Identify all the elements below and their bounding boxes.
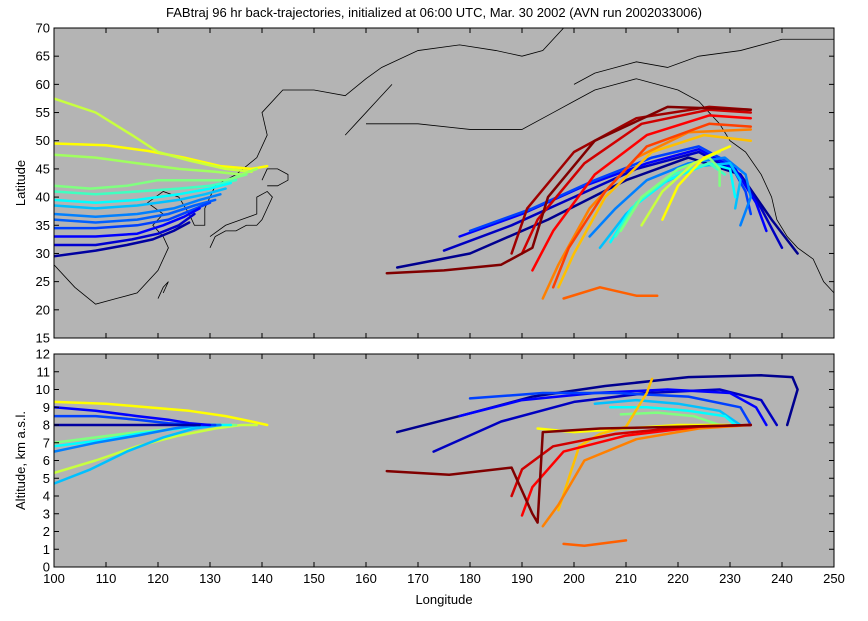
- coastline: [573, 38, 834, 85]
- trajectory-line: [385, 105, 753, 275]
- x-tick-label: 110: [96, 571, 117, 586]
- trajectory-line: [54, 142, 269, 171]
- y-tick-label: 40: [36, 190, 50, 205]
- trajectory-line: [557, 377, 654, 512]
- x-tick-label: 230: [719, 571, 741, 586]
- y-tick-label: 4: [43, 489, 50, 504]
- x-tick-label: 200: [563, 571, 585, 586]
- x-axis-label: Longitude: [415, 592, 472, 607]
- plot-area: [54, 354, 834, 567]
- x-tick-label: 180: [459, 571, 481, 586]
- x-tick-label: 190: [511, 571, 533, 586]
- y-tick-label: 0: [43, 560, 50, 575]
- y-tick-label: 35: [36, 218, 50, 233]
- y-tick-label: 55: [36, 105, 50, 120]
- trajectory-line: [557, 133, 753, 289]
- x-tick-label: 240: [771, 571, 793, 586]
- x-tick-label: 250: [823, 571, 845, 586]
- trajectory-line: [609, 162, 737, 244]
- trajectory-line: [54, 181, 233, 204]
- y-tick-label: 25: [36, 274, 50, 289]
- y-tick-label: 30: [36, 246, 50, 261]
- x-tick-label: 150: [303, 571, 325, 586]
- trajectory-line: [520, 108, 753, 255]
- trajectory-line: [54, 198, 217, 224]
- y-tick-label: 50: [36, 133, 50, 148]
- x-tick-label: 100: [43, 571, 65, 586]
- x-tick-label: 170: [407, 571, 429, 586]
- trajectory-line: [588, 156, 753, 238]
- trajectory-line: [54, 173, 248, 190]
- trajectory-line: [531, 114, 753, 272]
- y-tick-label: 8: [43, 418, 50, 433]
- trajectory-line: [468, 391, 753, 427]
- x-tick-label: 210: [615, 571, 637, 586]
- y-tick-label: 45: [36, 161, 50, 176]
- coastline: [54, 28, 564, 305]
- trajectory-line: [661, 145, 732, 221]
- trajectory-line: [468, 145, 753, 233]
- trajectory-line: [609, 406, 737, 427]
- coastline: [157, 281, 169, 299]
- trajectory-line: [541, 423, 753, 528]
- y-tick-label: 3: [43, 506, 50, 521]
- trajectory-line: [54, 153, 259, 176]
- trajectory-line: [54, 178, 238, 196]
- x-tick-label: 130: [199, 571, 221, 586]
- plot-frame: [53, 27, 835, 339]
- x-tick-label: 160: [355, 571, 377, 586]
- y-tick-label: 11: [37, 364, 51, 379]
- trajectory-line: [551, 122, 753, 289]
- y-axis-label: Altitude, km a.s.l.: [13, 411, 28, 510]
- trajectory-line: [54, 423, 222, 485]
- trajectory-line: [54, 212, 196, 247]
- trajectory-line: [54, 187, 227, 210]
- y-tick-label: 1: [43, 542, 50, 557]
- map-panel: 15 20 25 30 35 40 45 50 55 60 65 70 Latitude: [13, 21, 835, 346]
- y-tick-label: 7: [43, 435, 50, 450]
- x-tick-label: 220: [667, 571, 689, 586]
- trajectory-line: [593, 398, 742, 427]
- y-tick-label: 65: [36, 49, 50, 64]
- y-tick-label: 20: [36, 302, 50, 317]
- chart-title: FABtraj 96 hr back-trajectories, initial…: [166, 5, 702, 20]
- y-tick-label: 60: [36, 77, 50, 92]
- trajectory-line: [54, 221, 191, 258]
- coastline: [209, 190, 273, 248]
- trajectory-line: [54, 97, 253, 173]
- trajectory-line: [458, 388, 768, 427]
- plot-area: [54, 28, 834, 338]
- trajectory-line: [54, 207, 201, 238]
- trajectory-line: [54, 406, 212, 427]
- y-tick-label: 6: [43, 453, 50, 468]
- x-tick-label: 120: [147, 571, 169, 586]
- coastline: [344, 84, 393, 136]
- y-tick-label: 9: [43, 400, 50, 415]
- y-tick-label: 5: [43, 471, 50, 486]
- trajectory-line: [395, 156, 799, 269]
- coastline: [261, 168, 289, 187]
- trajectory-line: [562, 286, 659, 300]
- trajectory-line: [54, 201, 212, 230]
- trajectory-line: [54, 400, 269, 427]
- y-tick-label: 10: [36, 382, 50, 397]
- trajectory-line: [619, 411, 721, 427]
- y-axis-label: Latitude: [13, 160, 28, 206]
- x-tick-label: 140: [251, 571, 273, 586]
- y-tick-label: 2: [43, 524, 50, 539]
- y-tick-label: 70: [36, 21, 50, 36]
- trajectory-line: [385, 423, 753, 524]
- y-tick-label: 12: [36, 347, 50, 362]
- trajectory-line: [54, 193, 222, 219]
- trajectory-line: [562, 539, 628, 547]
- y-tick-label: 15: [36, 331, 50, 346]
- trajectory-line: [54, 423, 259, 475]
